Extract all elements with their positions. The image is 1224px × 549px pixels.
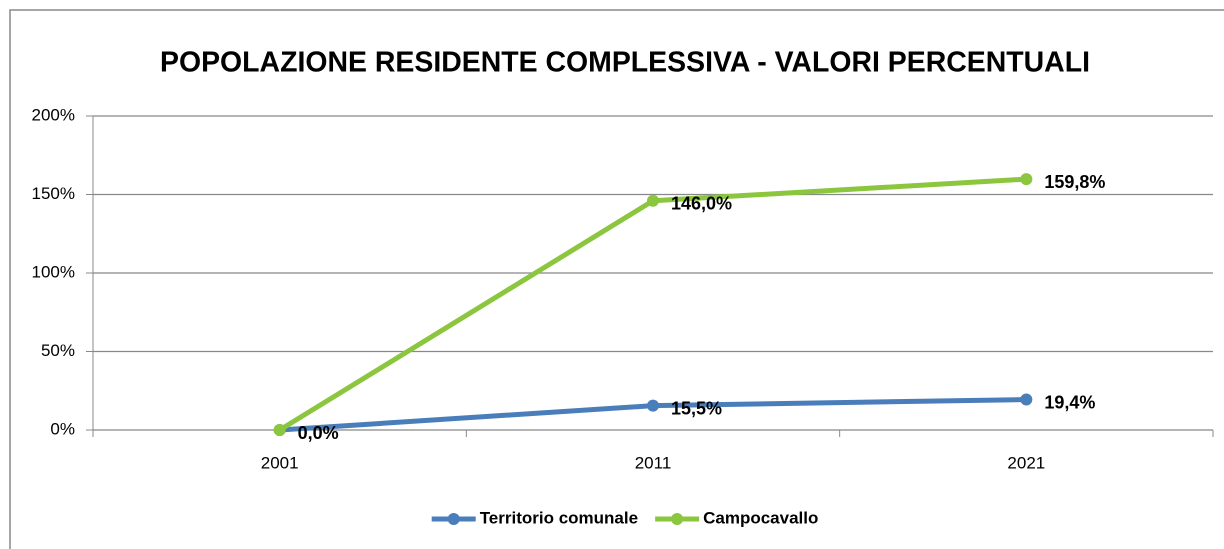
chart-title: POPOLAZIONE RESIDENTE COMPLESSIVA - VALO… <box>160 47 1090 79</box>
y-tick-label: 50% <box>41 341 75 360</box>
y-tick-label: 0% <box>50 419 75 438</box>
chart-frame <box>9 9 1224 549</box>
data-point <box>273 424 286 436</box>
y-tick-label: 100% <box>32 262 75 281</box>
legend-marker <box>671 513 684 525</box>
legend-marker <box>447 513 460 525</box>
y-tick-label: 150% <box>32 184 75 203</box>
data-point <box>647 194 659 207</box>
data-label: 15,5% <box>671 398 722 418</box>
y-tick-label: 200% <box>32 105 75 124</box>
x-tick-label: 2001 <box>261 453 299 472</box>
legend-label: Territorio comunale <box>480 508 638 527</box>
data-label: 146,0% <box>671 194 732 214</box>
data-point <box>1020 173 1033 186</box>
data-label: 0,0% <box>298 423 339 443</box>
data-point <box>647 399 659 412</box>
data-label: 159,8% <box>1044 172 1105 192</box>
x-tick-label: 2011 <box>635 453 672 472</box>
x-tick-label: 2021 <box>1007 453 1045 472</box>
legend-label: Campocavallo <box>703 508 818 527</box>
data-point <box>1020 393 1033 406</box>
data-label: 19,4% <box>1044 392 1095 412</box>
